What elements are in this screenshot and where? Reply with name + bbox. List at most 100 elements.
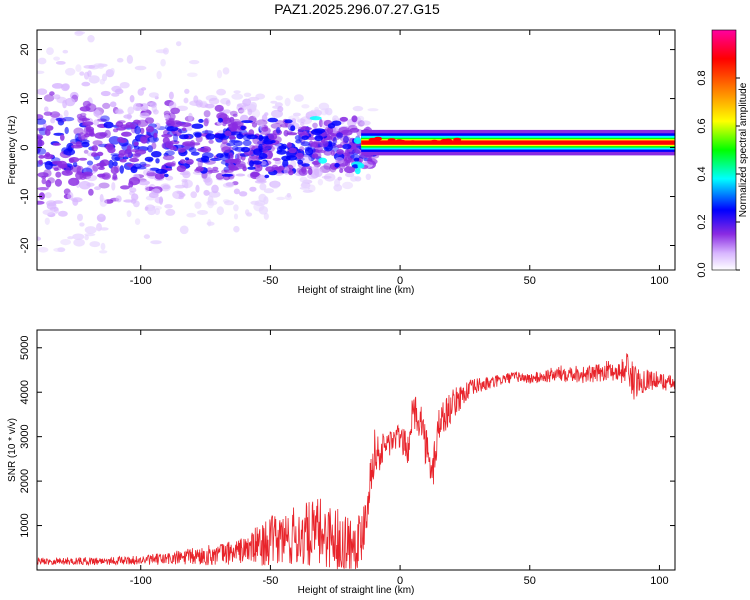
heatmap-cell [206,167,213,175]
heatmap-cell [228,139,240,143]
heatmap-cell [301,163,310,167]
heatmap-cell [367,158,378,165]
heatmap-cell [197,159,203,168]
heatmap-cell [221,146,231,154]
heatmap-cell [37,147,47,155]
heatmap-cell [108,159,114,169]
heatmap-cell [119,124,132,129]
heatmap-cell [192,142,201,146]
heatmap-cell [282,159,289,168]
heatmap-cell [184,157,190,161]
heatmap-cell [197,147,209,152]
heatmap-cell [147,207,157,216]
heatmap-cell [60,239,71,246]
heatmap-cell [264,174,270,179]
colorbar-tick-label: 0.4 [696,166,708,181]
heatmap-cell [174,184,186,189]
heatmap-cell [210,157,222,161]
heatmap-cell [63,110,69,117]
heatmap-cell [246,134,259,140]
heatmap-cell [352,105,364,112]
heatmap-cell [288,170,294,176]
heatmap-cell [37,200,45,205]
heatmap-cell [78,132,86,141]
heatmap-cell [342,143,352,150]
heatmap-cell [353,157,360,162]
colorbar-tick-label: 0.8 [696,70,708,85]
heatmap-cell [276,127,281,134]
heatmap-cell [225,182,234,187]
heatmap-cell [242,139,252,147]
heatmap-cell [216,153,224,159]
heatmap-cell [229,126,236,131]
x-tick-label: 100 [650,275,668,287]
heatmap-cell [233,204,239,212]
heatmap-cell [82,121,94,126]
heatmap-cell [173,133,178,143]
heatmap-cell [317,178,324,186]
heatmap-cell [214,104,224,112]
heatmap-cell [216,206,224,216]
heatmap-cell [134,218,141,226]
heatmap-cell [183,97,189,104]
heatmap-cell [224,158,237,164]
heatmap-cell [100,242,106,251]
heatmap-cell [367,108,379,112]
heatmap-cell [299,186,311,190]
heatmap-cell [179,225,189,235]
spectrogram-heatmap [37,30,675,254]
heatmap-cell [299,176,308,183]
heatmap-cell [300,126,312,131]
heatmap-cell [162,137,170,144]
heatmap-cell [54,178,63,187]
heatmap-cell [100,115,110,122]
heatmap-cell [50,117,56,124]
heatmap-cell [71,197,83,203]
heatmap-cell [277,165,285,171]
heatmap-cell [127,106,135,115]
carrier-band [361,140,675,145]
heatmap-cell [181,127,187,131]
chart-title: PAZ1.2025.296.07.27.G15 [274,1,440,17]
heatmap-cell [292,112,301,117]
heatmap-cell [164,150,175,156]
heatmap-cell [164,173,169,178]
heatmap-cell [339,135,351,142]
heatmap-cell [263,188,275,194]
heatmap-cell [343,135,349,144]
heatmap-cell [79,118,90,121]
heatmap-cell [307,167,313,175]
heatmap-cell [274,159,282,165]
heatmap-cell [232,113,238,118]
heatmap-cell [349,127,360,133]
heatmap-cell [96,118,107,122]
heatmap-cell [270,180,280,189]
heatmap-cell [325,107,333,116]
heatmap-cell [191,123,204,129]
heatmap-cell [68,177,80,186]
heatmap-cell [179,159,186,164]
heatmap-cell [332,137,337,145]
heatmap-cell [208,97,220,105]
heatmap-cell [318,119,323,128]
heatmap-cell [252,160,262,165]
heatmap-cell [212,166,219,171]
heatmap-cell [133,119,142,126]
heatmap-cell [38,159,43,165]
heatmap-cell [260,160,267,166]
heatmap-cell [57,119,65,126]
heatmap-cell [242,166,247,172]
heatmap-cell [302,189,313,193]
heatmap-cell [81,81,91,87]
y-tick-label: 5000 [19,336,31,360]
heatmap-cell [286,142,292,148]
heatmap-cell [84,234,89,241]
heatmap-cell [250,200,260,205]
heatmap-cell [185,158,194,165]
heatmap-cell [49,111,61,118]
heatmap-cell [126,54,134,64]
heatmap-cell [83,71,90,80]
heatmap-cell [108,136,121,145]
heatmap-cell [111,176,118,181]
heatmap-cell [265,166,275,173]
